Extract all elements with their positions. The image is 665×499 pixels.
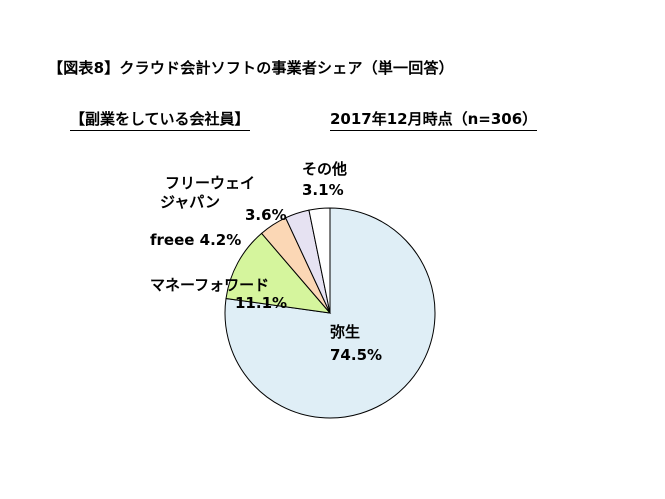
- pie-slices: [224, 207, 436, 419]
- slice-label-3: ジャパン: [160, 193, 220, 211]
- chart-title: 【図表8】クラウド会計ソフトの事業者シェア（単一回答）: [48, 59, 454, 77]
- respondent-group: 【副業をしている会社員】: [70, 108, 250, 131]
- slice-value-3: 3.6%: [245, 206, 287, 224]
- slice-label-4: その他: [302, 160, 347, 178]
- pie-slice-4: [308, 207, 331, 314]
- slice-value-0: 74.5%: [330, 346, 382, 364]
- survey-date-sample: 2017年12月時点（n=306）: [330, 108, 538, 131]
- slice-value-1: 11.1%: [235, 294, 287, 312]
- slice-value-4: 3.1%: [302, 181, 344, 199]
- pie-slice-0: [224, 207, 436, 419]
- slice-label-2: freee 4.2%: [150, 231, 241, 249]
- pie-slice-1: [225, 232, 332, 314]
- slice-label-1: マネーフォワード: [150, 276, 269, 294]
- slice-label-3: フリーウェイ: [165, 174, 255, 192]
- slice-label-0: 弥生: [330, 323, 360, 341]
